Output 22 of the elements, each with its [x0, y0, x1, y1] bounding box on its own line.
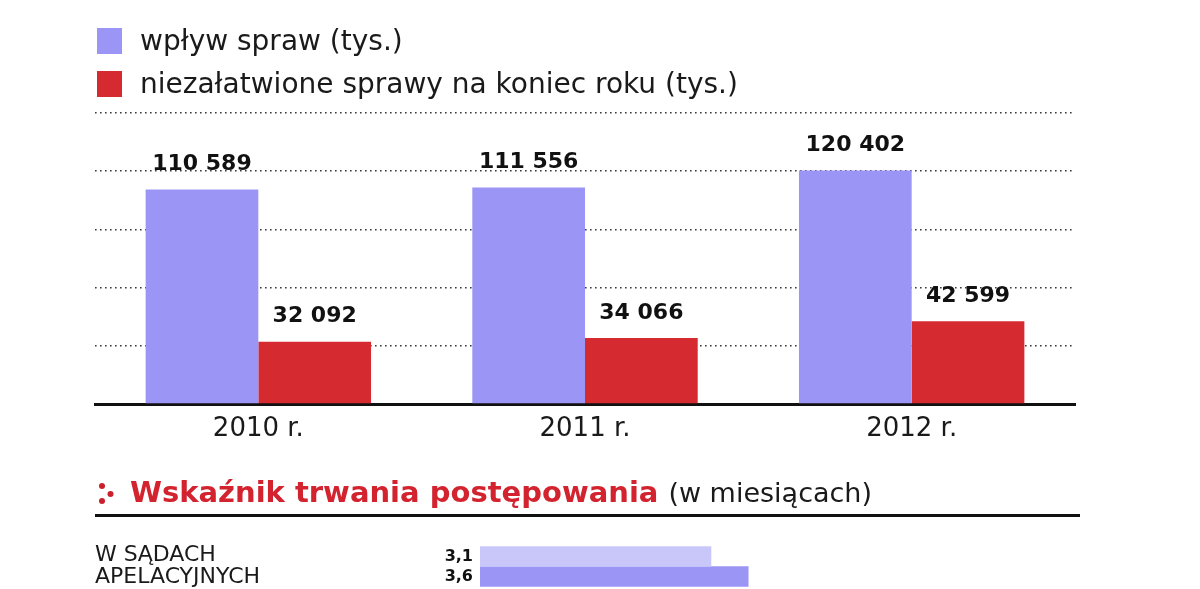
- bar: [585, 337, 698, 404]
- bar: [798, 170, 912, 404]
- x-tick-label: 2010 r.: [212, 412, 304, 443]
- chart-subtitle: (w miesiącach): [668, 476, 873, 508]
- x-tick-label: 2012 r.: [866, 412, 958, 443]
- data-label: 3,6: [444, 565, 473, 585]
- data-label: 42 599: [925, 282, 1011, 308]
- data-label: 3,1: [444, 545, 473, 565]
- data-label: 110 589: [152, 150, 252, 176]
- bar: [145, 189, 259, 404]
- chart-title: Wskaźnik trwania postępowania: [130, 475, 659, 509]
- bar: [258, 341, 372, 404]
- data-label: 34 066: [599, 298, 684, 324]
- y-tick-label: W SĄDACH APELACYJNYCH: [95, 541, 261, 589]
- x-tick-label: 2011 r.: [539, 412, 631, 443]
- bar: [911, 321, 1025, 404]
- bar: [472, 187, 585, 404]
- data-label: 32 092: [272, 302, 357, 328]
- data-label: 120 402: [805, 131, 906, 157]
- legend-label: wpływ spraw (tys.): [140, 24, 403, 57]
- data-label: 111 556: [478, 148, 579, 174]
- legend-label: niezałatwione sprawy na koniec roku (tys.): [140, 67, 738, 100]
